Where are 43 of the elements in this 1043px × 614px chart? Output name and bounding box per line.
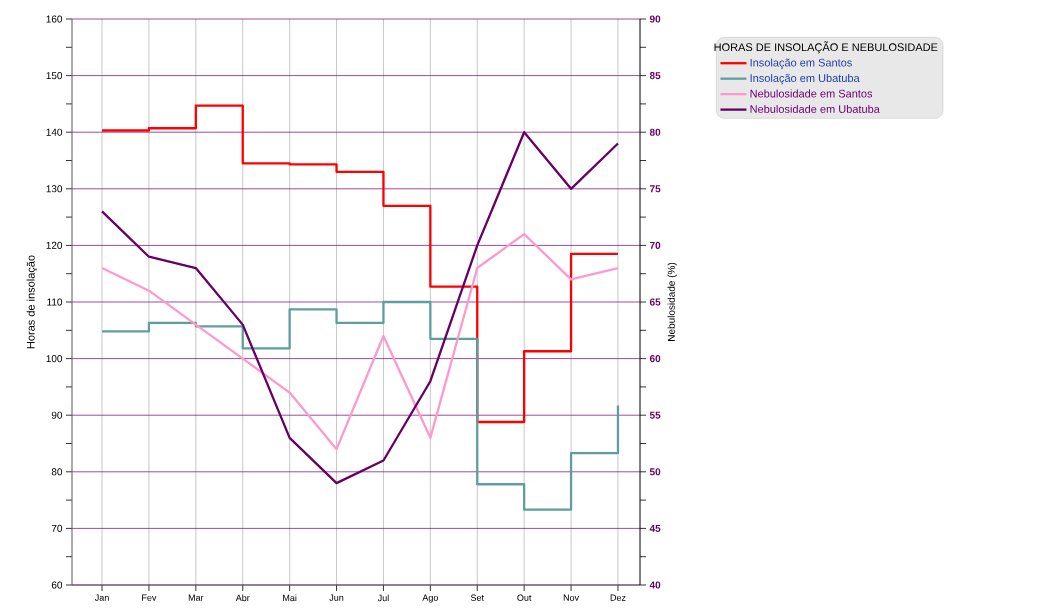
legend-label: Insolação em Ubatuba xyxy=(750,73,860,85)
y-tick-label: 140 xyxy=(46,128,63,136)
y-axis-title: Horas de insolação xyxy=(26,255,37,349)
y-tick-label: 110 xyxy=(47,298,63,306)
x-tick-label: Jun xyxy=(329,594,344,601)
y-tick-label: 130 xyxy=(46,185,63,193)
y2-tick-label: 40 xyxy=(649,581,661,589)
x-tick-label: Abr xyxy=(235,594,250,602)
y2-tick-label: 55 xyxy=(649,411,661,419)
y-tick-label: 80 xyxy=(51,468,63,476)
y2-tick-label: 75 xyxy=(649,185,661,193)
line-series xyxy=(100,232,620,451)
y-tick-label: 70 xyxy=(51,524,63,532)
x-tick-label: Mai xyxy=(283,594,297,602)
x-tick-label: Mar xyxy=(188,594,204,601)
y-tick-label: 90 xyxy=(51,411,63,419)
x-tick-label: Fev xyxy=(142,594,157,601)
legend-title: HORAS DE INSOLAÇÃO E NEBULOSIDADE xyxy=(714,41,938,54)
x-tick-label: Dez xyxy=(610,594,626,601)
x-tick-label: Nov xyxy=(563,594,580,601)
line-series xyxy=(100,131,620,485)
y2-tick-label: 85 xyxy=(649,72,661,80)
x-tick-label: Ago xyxy=(422,594,438,603)
y2-tick-label: 65 xyxy=(649,298,661,306)
y-tick-label: 150 xyxy=(46,72,63,80)
y-tick-label: 120 xyxy=(46,241,63,249)
y2-tick-label: 60 xyxy=(649,355,661,363)
y-tick-label: 100 xyxy=(46,355,63,363)
x-tick-label: Out xyxy=(517,594,532,601)
y2-tick-label: 70 xyxy=(649,241,661,249)
y2-tick-label: 45 xyxy=(649,524,661,532)
y-tick-label: 60 xyxy=(51,581,63,589)
x-tick-label: Jul xyxy=(377,594,389,602)
y2-tick-label: 90 xyxy=(649,15,661,23)
legend-label: Insolação em Santos xyxy=(750,58,852,69)
legend-label: Nebulosidade em Santos xyxy=(750,89,873,98)
x-tick-label: Set xyxy=(470,594,484,601)
y2-tick-label: 50 xyxy=(649,468,661,476)
y-tick-label: 160 xyxy=(46,15,63,23)
x-tick-label: Jan xyxy=(94,594,109,601)
y2-axis-title: Nebulosidade (%) xyxy=(667,262,677,341)
legend-label: Nebulosidade em Ubatuba xyxy=(750,104,880,113)
y2-tick-label: 80 xyxy=(649,128,661,136)
